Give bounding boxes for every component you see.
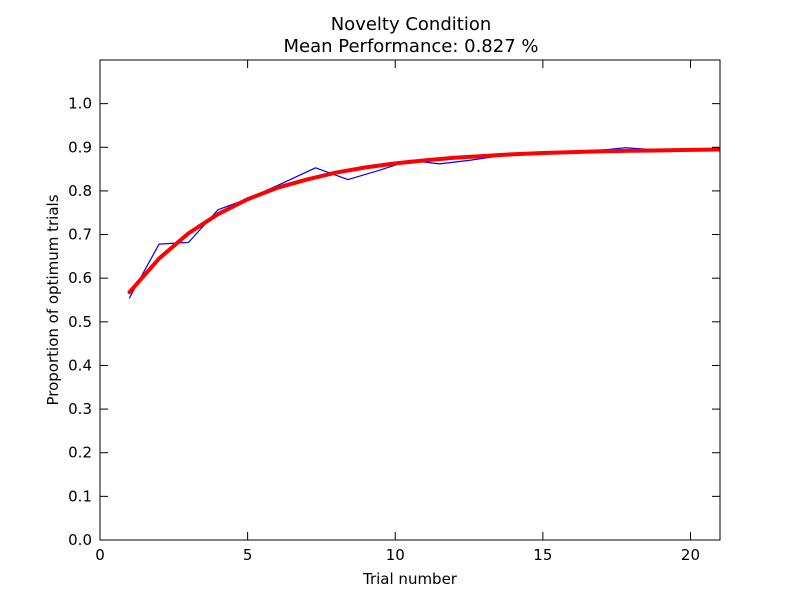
y-tick-label: 0.9 (68, 138, 92, 156)
y-tick-label: 0.4 (68, 356, 92, 374)
y-tick-label: 0.5 (68, 313, 92, 331)
x-tick-label: 10 (386, 546, 405, 564)
x-tick-label: 20 (681, 546, 700, 564)
y-tick-label: 0.8 (68, 182, 92, 200)
y-tick-label: 0.7 (68, 226, 92, 244)
x-axis-label: Trial number (362, 570, 458, 588)
chart-subtitle: Mean Performance: 0.827 % (284, 36, 539, 57)
x-tick-label: 5 (243, 546, 253, 564)
series-layer (127, 147, 720, 299)
plot-frame (99, 59, 721, 541)
x-tick-label: 0 (95, 546, 105, 564)
y-axis-label: Proportion of optimum trials (44, 194, 62, 405)
chart-title: Novelty Condition (331, 14, 492, 35)
y-tick-label: 0.3 (68, 400, 92, 418)
plot-area (100, 60, 720, 540)
y-tick-label: 0.6 (68, 269, 92, 287)
fitted-curve-line (127, 147, 720, 295)
x-tick-label: 15 (533, 546, 552, 564)
y-tick-label: 0.0 (68, 531, 92, 549)
y-tick-label: 0.2 (68, 444, 92, 462)
y-tick-label: 1.0 (68, 95, 92, 113)
y-tick-label: 0.1 (68, 487, 92, 505)
ticks-layer: 0 5 10 15 20 0.0 0.1 0.2 0.3 0.4 0.5 0.6 0.7 0.8 0.9 1.… (68, 60, 720, 564)
